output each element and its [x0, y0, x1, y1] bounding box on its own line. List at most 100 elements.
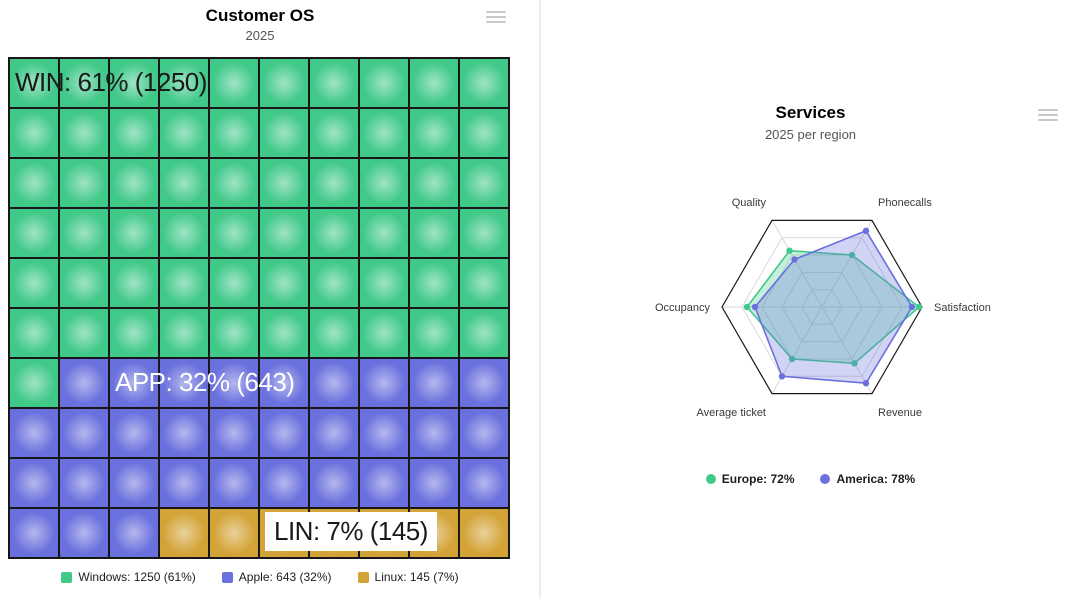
legend-item-apple[interactable]: Apple: 643 (32%)	[221, 570, 332, 584]
waffle-cell-windows[interactable]	[310, 309, 358, 357]
waffle-cell-apple[interactable]	[460, 409, 508, 457]
waffle-cell-apple[interactable]	[310, 359, 358, 407]
waffle-cell-windows[interactable]	[310, 259, 358, 307]
waffle-cell-windows[interactable]	[110, 259, 158, 307]
waffle-cell-windows[interactable]	[410, 159, 458, 207]
radar-point-america[interactable]	[751, 303, 759, 311]
waffle-cell-windows[interactable]	[210, 259, 258, 307]
waffle-cell-apple[interactable]	[160, 459, 208, 507]
waffle-cell-apple[interactable]	[210, 359, 258, 407]
waffle-cell-windows[interactable]	[460, 59, 508, 107]
waffle-cell-windows[interactable]	[260, 259, 308, 307]
waffle-cell-windows[interactable]	[260, 159, 308, 207]
waffle-cell-windows[interactable]	[410, 109, 458, 157]
radar-point-america[interactable]	[908, 303, 916, 311]
waffle-cell-apple[interactable]	[60, 459, 108, 507]
waffle-cell-windows[interactable]	[260, 59, 308, 107]
waffle-cell-windows[interactable]	[210, 59, 258, 107]
waffle-cell-windows[interactable]	[460, 209, 508, 257]
waffle-cell-windows[interactable]	[460, 109, 508, 157]
radar-point-europe[interactable]	[851, 360, 858, 367]
waffle-cell-windows[interactable]	[360, 209, 408, 257]
waffle-cell-apple[interactable]	[360, 359, 408, 407]
radar-point-america[interactable]	[791, 256, 798, 263]
waffle-cell-apple[interactable]	[260, 359, 308, 407]
waffle-cell-windows[interactable]	[260, 109, 308, 157]
waffle-cell-windows[interactable]	[360, 59, 408, 107]
waffle-cell-windows[interactable]	[60, 209, 108, 257]
waffle-cell-apple[interactable]	[60, 409, 108, 457]
waffle-cell-windows[interactable]	[10, 359, 58, 407]
waffle-cell-windows[interactable]	[60, 309, 108, 357]
waffle-cell-windows[interactable]	[160, 59, 208, 107]
waffle-cell-apple[interactable]	[310, 459, 358, 507]
waffle-cell-windows[interactable]	[210, 159, 258, 207]
waffle-cell-windows[interactable]	[10, 209, 58, 257]
waffle-cell-windows[interactable]	[160, 109, 208, 157]
waffle-cell-windows[interactable]	[410, 309, 458, 357]
waffle-cell-apple[interactable]	[210, 409, 258, 457]
legend-item-linux[interactable]: Linux: 145 (7%)	[357, 570, 459, 584]
waffle-cell-apple[interactable]	[110, 359, 158, 407]
radar-point-america[interactable]	[862, 227, 870, 234]
waffle-cell-windows[interactable]	[310, 209, 358, 257]
waffle-cell-apple[interactable]	[360, 409, 408, 457]
waffle-cell-windows[interactable]	[410, 59, 458, 107]
waffle-cell-windows[interactable]	[460, 259, 508, 307]
radar-point-europe[interactable]	[786, 247, 793, 254]
radar-point-europe[interactable]	[915, 303, 923, 311]
waffle-cell-windows[interactable]	[210, 309, 258, 357]
legend-item-windows[interactable]: Windows: 1250 (61%)	[61, 570, 196, 584]
waffle-cell-windows[interactable]	[360, 159, 408, 207]
waffle-cell-windows[interactable]	[260, 309, 308, 357]
waffle-cell-apple[interactable]	[110, 409, 158, 457]
waffle-cell-windows[interactable]	[260, 209, 308, 257]
radar-point-europe[interactable]	[743, 303, 751, 311]
waffle-cell-apple[interactable]	[310, 409, 358, 457]
waffle-cell-windows[interactable]	[310, 109, 358, 157]
export-menu-icon[interactable]	[1038, 107, 1058, 123]
waffle-cell-apple[interactable]	[410, 359, 458, 407]
waffle-cell-windows[interactable]	[160, 309, 208, 357]
waffle-cell-apple[interactable]	[10, 459, 58, 507]
waffle-cell-windows[interactable]	[160, 259, 208, 307]
waffle-cell-apple[interactable]	[60, 509, 108, 557]
waffle-cell-linux[interactable]	[460, 509, 508, 557]
radar-point-europe[interactable]	[788, 355, 796, 363]
waffle-cell-windows[interactable]	[60, 259, 108, 307]
waffle-cell-windows[interactable]	[10, 259, 58, 307]
export-menu-icon[interactable]	[486, 9, 506, 25]
waffle-cell-apple[interactable]	[60, 359, 108, 407]
waffle-cell-apple[interactable]	[360, 459, 408, 507]
waffle-cell-windows[interactable]	[360, 309, 408, 357]
waffle-cell-apple[interactable]	[160, 359, 208, 407]
waffle-cell-apple[interactable]	[10, 409, 58, 457]
waffle-cell-windows[interactable]	[360, 259, 408, 307]
waffle-cell-windows[interactable]	[310, 159, 358, 207]
waffle-cell-apple[interactable]	[110, 509, 158, 557]
waffle-cell-windows[interactable]	[460, 309, 508, 357]
waffle-cell-linux[interactable]	[210, 509, 258, 557]
waffle-cell-windows[interactable]	[110, 309, 158, 357]
legend-item-europe[interactable]: Europe: 72%	[705, 472, 794, 486]
waffle-cell-apple[interactable]	[410, 409, 458, 457]
waffle-cell-linux[interactable]	[160, 509, 208, 557]
waffle-cell-apple[interactable]	[210, 459, 258, 507]
waffle-cell-windows[interactable]	[10, 59, 58, 107]
waffle-cell-windows[interactable]	[460, 159, 508, 207]
waffle-cell-windows[interactable]	[10, 109, 58, 157]
waffle-cell-windows[interactable]	[160, 209, 208, 257]
radar-point-europe[interactable]	[848, 251, 856, 259]
waffle-cell-windows[interactable]	[110, 59, 158, 107]
waffle-cell-windows[interactable]	[410, 209, 458, 257]
waffle-cell-apple[interactable]	[410, 459, 458, 507]
waffle-cell-windows[interactable]	[360, 109, 408, 157]
radar-point-america[interactable]	[862, 380, 870, 387]
waffle-cell-apple[interactable]	[460, 459, 508, 507]
waffle-cell-windows[interactable]	[60, 159, 108, 207]
waffle-cell-windows[interactable]	[110, 209, 158, 257]
waffle-cell-windows[interactable]	[410, 259, 458, 307]
waffle-cell-windows[interactable]	[10, 309, 58, 357]
waffle-cell-apple[interactable]	[260, 409, 308, 457]
waffle-cell-windows[interactable]	[110, 109, 158, 157]
